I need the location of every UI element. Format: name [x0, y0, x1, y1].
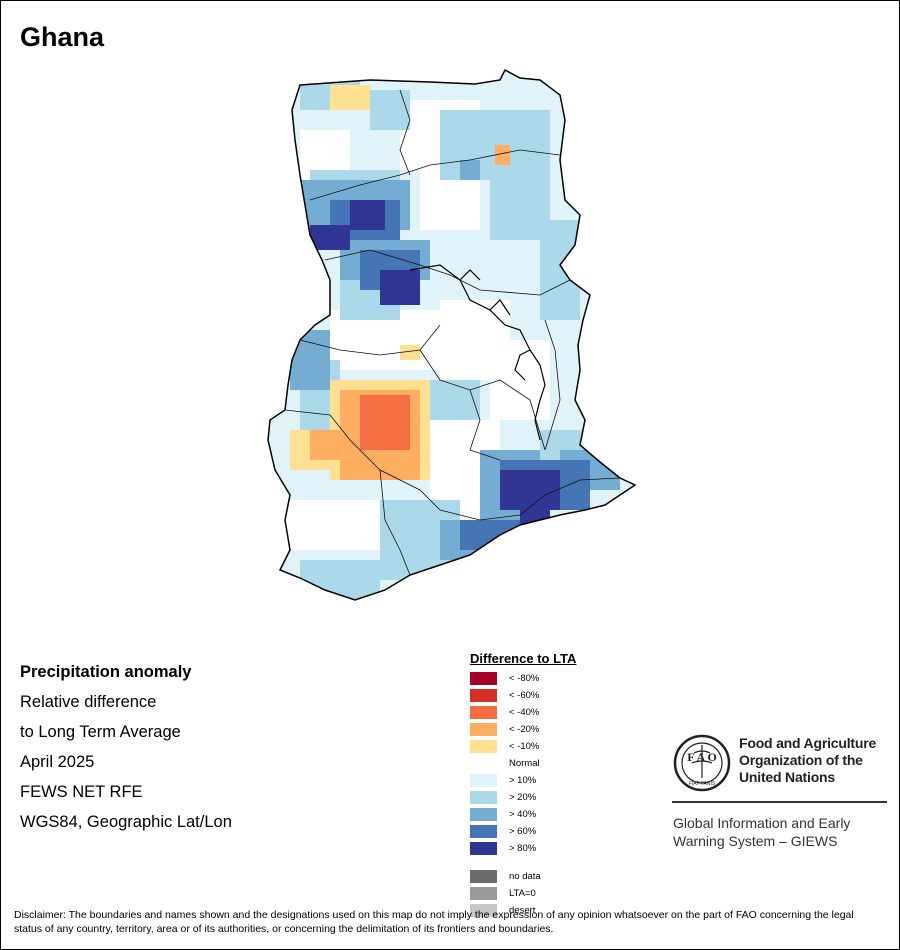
legend-swatch	[470, 904, 497, 917]
legend-swatch	[470, 706, 497, 719]
precipitation-anomaly-map	[267, 68, 637, 601]
legend-swatch	[470, 757, 497, 770]
giews-line: Global Information and Early	[673, 815, 851, 831]
fao-name-line: Organization of the	[739, 752, 863, 768]
legend-swatch	[470, 887, 497, 900]
legend-entry: < -80%	[470, 672, 539, 685]
legend-swatch	[470, 808, 497, 821]
legend-label: no data	[509, 871, 541, 882]
legend-entry: > 40%	[470, 808, 536, 821]
legend-label: < -10%	[509, 741, 540, 752]
legend-swatch	[470, 774, 497, 787]
legend-entry: > 20%	[470, 791, 536, 804]
info-line: FEWS NET RFE	[20, 783, 143, 801]
legend-label: < -80%	[509, 673, 540, 684]
map-info-block: Precipitation anomaly Relative differenc…	[20, 657, 232, 837]
fao-name-line: Food and Agriculture	[739, 735, 877, 751]
info-line: to Long Term Average	[20, 723, 181, 741]
legend-label: < -40%	[509, 707, 540, 718]
info-line: Relative difference	[20, 693, 157, 711]
legend-entry: > 60%	[470, 825, 536, 838]
svg-text:FIAT PANIS: FIAT PANIS	[689, 781, 716, 787]
map-title: Ghana	[20, 22, 105, 52]
legend-swatch	[470, 672, 497, 685]
legend-extra-entry: LTA=0	[470, 887, 536, 900]
legend-extra-entry: no data	[470, 870, 541, 883]
legend: Difference to LTA < -80% < -60% < -40% < -2…	[470, 651, 576, 930]
legend-label: > 20%	[509, 792, 537, 803]
legend-swatch	[470, 825, 497, 838]
fao-logo: F A O FIAT PANIS	[673, 734, 731, 792]
info-line: WGS84, Geographic Lat/Lon	[20, 813, 232, 831]
fao-name-line: United Nations	[739, 769, 835, 785]
legend-swatch	[470, 723, 497, 736]
divider	[672, 801, 887, 803]
legend-label: Normal	[509, 758, 540, 769]
legend-entry: < -20%	[470, 723, 539, 736]
legend-title: Difference to LTA	[470, 651, 577, 666]
legend-entry: < -40%	[470, 706, 539, 719]
legend-rows: < -80% < -60% < -40% < -20% < -10% Normal > 10…	[470, 670, 576, 930]
legend-label: > 10%	[509, 775, 537, 786]
legend-entry: > 10%	[470, 774, 536, 787]
legend-label: > 60%	[509, 826, 537, 837]
giews-line: Warning System – GIEWS	[673, 833, 838, 849]
lake-volta	[409, 264, 546, 441]
legend-extra-entry: desert	[470, 904, 535, 917]
legend-swatch	[470, 870, 497, 883]
admin-boundaries	[284, 89, 621, 576]
info-line: April 2025	[20, 753, 95, 771]
legend-entry: Normal	[470, 757, 540, 770]
fao-name: Food and Agriculture Organization of the…	[739, 735, 876, 786]
info-heading: Precipitation anomaly	[20, 663, 192, 681]
legend-label: < -60%	[509, 690, 540, 701]
legend-label: > 80%	[509, 843, 537, 854]
legend-swatch	[470, 791, 497, 804]
legend-swatch	[470, 842, 497, 855]
legend-label: < -20%	[509, 724, 540, 735]
legend-label: > 40%	[509, 809, 537, 820]
disclaimer: Disclaimer: The boundaries and names sho…	[14, 909, 854, 935]
legend-label: desert	[509, 905, 536, 916]
legend-entry: < -60%	[470, 689, 539, 702]
legend-entry: < -10%	[470, 740, 539, 753]
legend-swatch	[470, 740, 497, 753]
anomaly-raster	[268, 70, 635, 600]
legend-entry: > 80%	[470, 842, 536, 855]
giews-label: Global Information and Early Warning Sys…	[673, 814, 850, 850]
legend-label: LTA=0	[509, 888, 536, 899]
legend-swatch	[470, 689, 497, 702]
